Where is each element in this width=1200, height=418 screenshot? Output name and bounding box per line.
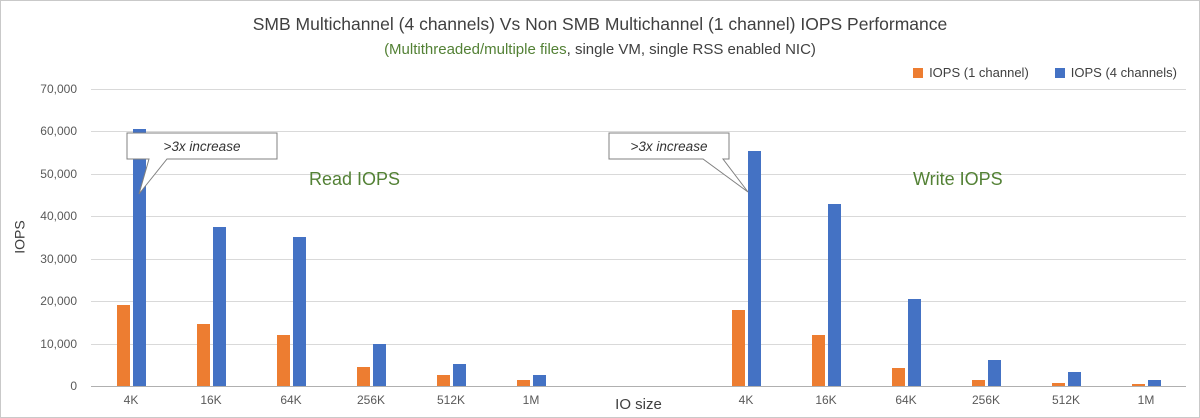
- category-read-4k: 4K: [91, 89, 171, 407]
- subtitle-highlight: (Multithreaded/multiple files: [384, 41, 567, 58]
- annotation-text: >3x increase: [164, 139, 241, 154]
- x-tick-label: 4K: [123, 393, 139, 407]
- groups-row: 4K 16K 64K 256K 512K 1M IO size 4K 16K 64K 256K 5…: [91, 89, 1186, 413]
- category-read-512k: 512K: [411, 89, 491, 407]
- annotation-callout-write: >3x increase: [608, 132, 749, 193]
- legend-item: IOPS (1 channel): [913, 65, 1029, 80]
- y-tick-label: 40,000: [40, 209, 77, 224]
- x-tick-label: 1M: [1137, 393, 1155, 407]
- bar-write-16k-iops-4-channels-: [827, 204, 841, 386]
- gridline: [91, 258, 1186, 260]
- x-tick-label: 16K: [200, 393, 222, 407]
- plot-area: 4K 16K 64K 256K 512K 1M IO size 4K 16K 64K 256K 5…: [91, 89, 1186, 413]
- gridline: [91, 301, 1186, 303]
- group-label-write: Write IOPS: [913, 169, 1003, 189]
- group-read: 4K 16K 64K 256K 512K 1M: [91, 89, 571, 407]
- category-read-1m: 1M: [491, 89, 571, 407]
- x-axis-line: [91, 386, 1186, 387]
- bar-read-1m-iops-4-channels-: [532, 375, 546, 386]
- x-tick-label: 16K: [815, 393, 837, 407]
- y-axis-ticks: 0 10,000 20,000 30,000 40,000 50,000 60,000 70,…: [1, 1, 85, 417]
- gridlines: [91, 89, 1186, 387]
- annotation-text: >3x increase: [631, 139, 708, 154]
- bar-write-1m-iops-4-channels-: [1147, 380, 1161, 386]
- x-tick-label: 512K: [1051, 393, 1081, 407]
- bar-read-256k-iops-1-channel-: [356, 367, 370, 386]
- legend-item: IOPS (4 channels): [1054, 65, 1177, 80]
- x-axis-title: IO size: [615, 396, 662, 413]
- chart-title: SMB Multichannel (4 channels) Vs Non SMB…: [252, 14, 948, 34]
- bar-write-256k-iops-4-channels-: [987, 360, 1001, 386]
- bar-read-256k-iops-4-channels-: [372, 344, 386, 386]
- category-read-256k: 256K: [331, 89, 411, 407]
- y-tick-label: 20,000: [40, 294, 77, 309]
- x-tick-label: 64K: [895, 393, 917, 407]
- legend-label: IOPS (4 channels): [1070, 65, 1177, 80]
- bar-write-64k-iops-1-channel-: [891, 368, 905, 386]
- category-write-16k: 16K: [786, 89, 866, 407]
- bar-read-64k-iops-4-channels-: [292, 237, 306, 386]
- bar-write-512k-iops-4-channels-: [1067, 372, 1081, 386]
- legend-swatch: [1054, 67, 1065, 78]
- category-read-16k: 16K: [171, 89, 251, 407]
- x-tick-label: 64K: [280, 393, 302, 407]
- bar-write-256k-iops-1-channel-: [971, 380, 985, 386]
- subtitle-rest: , single VM, single RSS enabled NIC): [566, 41, 816, 58]
- x-tick-label: 256K: [971, 393, 1001, 407]
- group-write: 4K 16K 64K 256K 512K 1M: [706, 89, 1186, 407]
- gridline: [91, 89, 1186, 90]
- bar-write-512k-iops-1-channel-: [1051, 383, 1065, 386]
- legend-label: IOPS (1 channel): [929, 65, 1029, 80]
- bar-read-64k-iops-1-channel-: [276, 335, 290, 386]
- legend: IOPS (1 channel) IOPS (4 channels): [913, 65, 1177, 80]
- bar-read-1m-iops-1-channel-: [516, 380, 530, 386]
- bar-write-4k-iops-1-channel-: [731, 310, 745, 386]
- bar-read-4k-iops-4-channels-: [132, 129, 146, 386]
- category-read-64k: 64K: [251, 89, 331, 407]
- mid-gap: IO size: [571, 89, 706, 413]
- category-write-1m: 1M: [1106, 89, 1186, 407]
- callout-shape: [608, 132, 749, 193]
- bar-write-1m-iops-1-channel-: [1131, 384, 1145, 386]
- y-tick-label: 30,000: [40, 251, 77, 266]
- gridline: [91, 131, 1186, 133]
- category-write-512k: 512K: [1026, 89, 1106, 407]
- y-tick-label: 0: [70, 379, 77, 393]
- y-tick-label: 60,000: [40, 124, 77, 139]
- x-tick-label: 4K: [738, 393, 754, 407]
- group-label-read: Read IOPS: [309, 169, 401, 189]
- y-tick-label: 10,000: [40, 336, 77, 351]
- bar-read-512k-iops-1-channel-: [436, 375, 450, 386]
- bar-read-4k-iops-1-channel-: [116, 305, 130, 386]
- bar-write-64k-iops-4-channels-: [907, 299, 921, 386]
- y-tick-label: 70,000: [40, 82, 77, 96]
- bar-write-4k-iops-4-channels-: [747, 151, 761, 386]
- category-write-64k: 64K: [866, 89, 946, 407]
- callout-shape: [126, 132, 278, 195]
- x-tick-label: 256K: [356, 393, 386, 407]
- bar-write-16k-iops-1-channel-: [811, 335, 825, 386]
- category-write-4k: 4K: [706, 89, 786, 407]
- gridline: [91, 173, 1186, 175]
- y-tick-label: 50,000: [40, 166, 77, 181]
- x-tick-label: 1M: [522, 393, 540, 407]
- annotation-callout-read: >3x increase: [126, 132, 278, 195]
- gridline: [91, 343, 1186, 345]
- chart-subtitle: (Multithreaded/multiple files, single VM…: [1, 41, 1199, 58]
- bar-read-16k-iops-1-channel-: [196, 324, 210, 386]
- gridline: [91, 216, 1186, 218]
- x-tick-label: 512K: [436, 393, 466, 407]
- bar-read-512k-iops-4-channels-: [452, 364, 466, 386]
- legend-swatch: [913, 67, 924, 78]
- category-write-256k: 256K: [946, 89, 1026, 407]
- bar-read-16k-iops-4-channels-: [212, 227, 226, 386]
